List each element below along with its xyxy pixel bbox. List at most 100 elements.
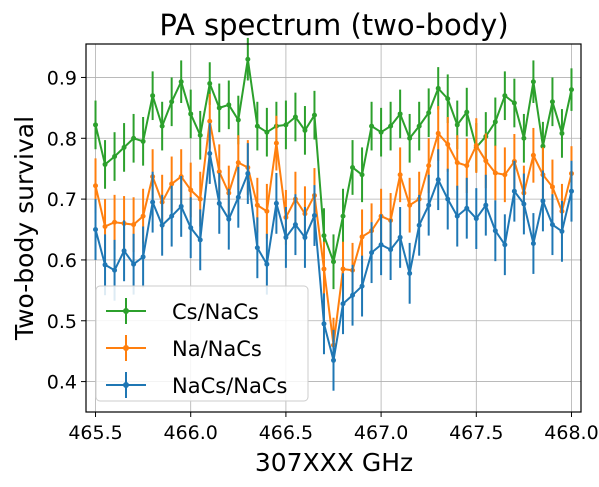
data-point [511, 188, 517, 194]
data-point [445, 196, 451, 202]
x-tick-label: 467.5 [449, 422, 503, 444]
data-point [121, 248, 127, 254]
data-point [226, 216, 232, 222]
data-point [502, 172, 508, 178]
x-tick-label: 466.5 [259, 422, 313, 444]
data-point [388, 123, 394, 129]
data-point [530, 152, 536, 158]
data-point [131, 222, 137, 228]
data-point [502, 93, 508, 99]
data-point [207, 118, 213, 124]
data-point [311, 213, 317, 219]
data-point [435, 130, 441, 136]
data-point [207, 81, 213, 87]
data-point [254, 245, 260, 251]
data-point [492, 170, 498, 176]
data-point [359, 172, 365, 178]
data-point [540, 143, 546, 149]
data-point [511, 100, 517, 106]
data-point [140, 213, 146, 219]
x-tick-label: 466.0 [164, 422, 218, 444]
y-tick-label: 0.5 [47, 311, 77, 333]
data-point [102, 223, 108, 229]
data-point [378, 129, 384, 135]
data-point [273, 200, 279, 206]
legend-entry: NaCs/NaCs [106, 372, 287, 398]
data-point [93, 122, 99, 128]
data-point [454, 122, 460, 128]
data-point [473, 143, 479, 149]
y-tick-label: 0.8 [47, 128, 77, 150]
data-point [464, 163, 470, 169]
data-point [416, 123, 422, 129]
data-point [178, 203, 184, 209]
legend-entry: Na/NaCs [106, 335, 262, 361]
data-point [245, 171, 251, 177]
legend-marker [123, 308, 129, 314]
data-point [435, 85, 441, 91]
data-point [264, 261, 270, 267]
data-point [388, 247, 394, 253]
y-tick-label: 0.6 [47, 250, 77, 272]
y-tick-label: 0.4 [47, 372, 77, 394]
data-point [311, 112, 317, 118]
x-tick-label: 465.5 [68, 422, 122, 444]
data-point [102, 161, 108, 167]
data-point [492, 228, 498, 234]
x-axis-title: 307XXX GHz [255, 448, 413, 477]
legend-marker [123, 345, 129, 351]
data-point [464, 205, 470, 211]
data-point [292, 114, 298, 120]
data-point [254, 202, 260, 208]
data-point [207, 150, 213, 156]
data-point [131, 135, 137, 141]
data-point [226, 102, 232, 108]
data-point [112, 219, 118, 225]
data-point [397, 234, 403, 240]
data-point [473, 216, 479, 222]
data-point [235, 117, 241, 123]
data-point [216, 169, 222, 175]
data-point [264, 208, 270, 214]
data-point [340, 266, 346, 272]
data-point [454, 213, 460, 219]
data-point [369, 123, 375, 129]
data-point [197, 132, 203, 138]
data-point [102, 262, 108, 268]
ticks: 465.5 466.0 466.5 467.0 467.5 468.0 0.4 0.5 0.6 0… [47, 67, 599, 444]
data-point [359, 283, 365, 289]
data-point [197, 237, 203, 243]
data-point [492, 119, 498, 125]
data-point [540, 198, 546, 204]
data-point [521, 135, 527, 141]
data-point [140, 254, 146, 260]
data-point [369, 250, 375, 256]
legend-frame [95, 285, 309, 402]
data-point [549, 222, 555, 228]
data-point [397, 172, 403, 178]
data-point [197, 196, 203, 202]
data-point [216, 105, 222, 111]
data-point [454, 160, 460, 166]
data-point [521, 201, 527, 207]
data-point [188, 187, 194, 193]
data-point [302, 127, 308, 133]
series-nacs-nacs [93, 123, 574, 391]
x-tick-label: 467.0 [354, 422, 408, 444]
data-point [549, 184, 555, 190]
data-point [112, 267, 118, 273]
data-point [159, 123, 165, 129]
x-tick-label: 468.0 [544, 422, 598, 444]
data-point [464, 109, 470, 115]
data-point [159, 222, 165, 228]
data-point [302, 234, 308, 240]
data-point [254, 123, 260, 129]
plot-frame [85, 43, 582, 413]
series-layer [93, 37, 574, 391]
data-point [445, 141, 451, 147]
data-point [483, 158, 489, 164]
data-point [340, 213, 346, 219]
data-point [169, 181, 175, 187]
y-axis-title: Two-body survival [10, 116, 39, 341]
data-point [530, 241, 536, 247]
